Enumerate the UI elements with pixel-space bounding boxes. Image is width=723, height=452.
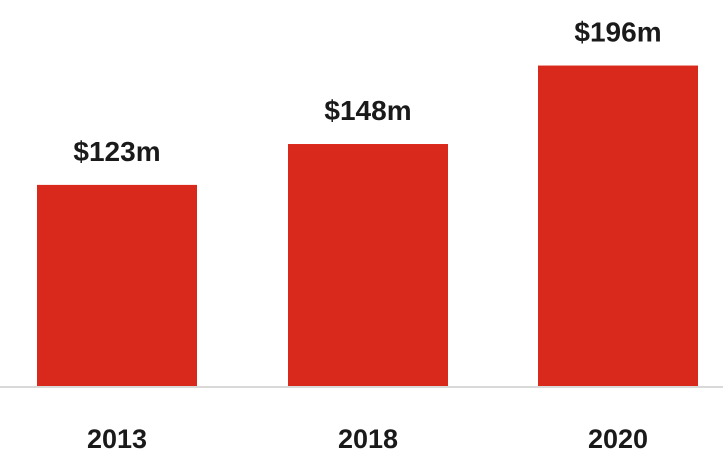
- value-label-2020: $196m: [574, 17, 661, 48]
- bar-2018: [288, 144, 448, 386]
- x-tick-label-2013: 2013: [87, 424, 147, 452]
- x-tick-labels-group: 2013 2018 2020: [87, 424, 648, 452]
- value-labels-group: $123m $148m $196m: [73, 17, 661, 167]
- bar-2013: [37, 184, 197, 386]
- value-label-2013: $123m: [73, 136, 160, 167]
- value-label-2018: $148m: [324, 95, 411, 126]
- bar-2020: [538, 65, 698, 386]
- x-tick-label-2020: 2020: [588, 424, 648, 452]
- bars-group: [37, 65, 698, 386]
- x-tick-label-2018: 2018: [338, 424, 398, 452]
